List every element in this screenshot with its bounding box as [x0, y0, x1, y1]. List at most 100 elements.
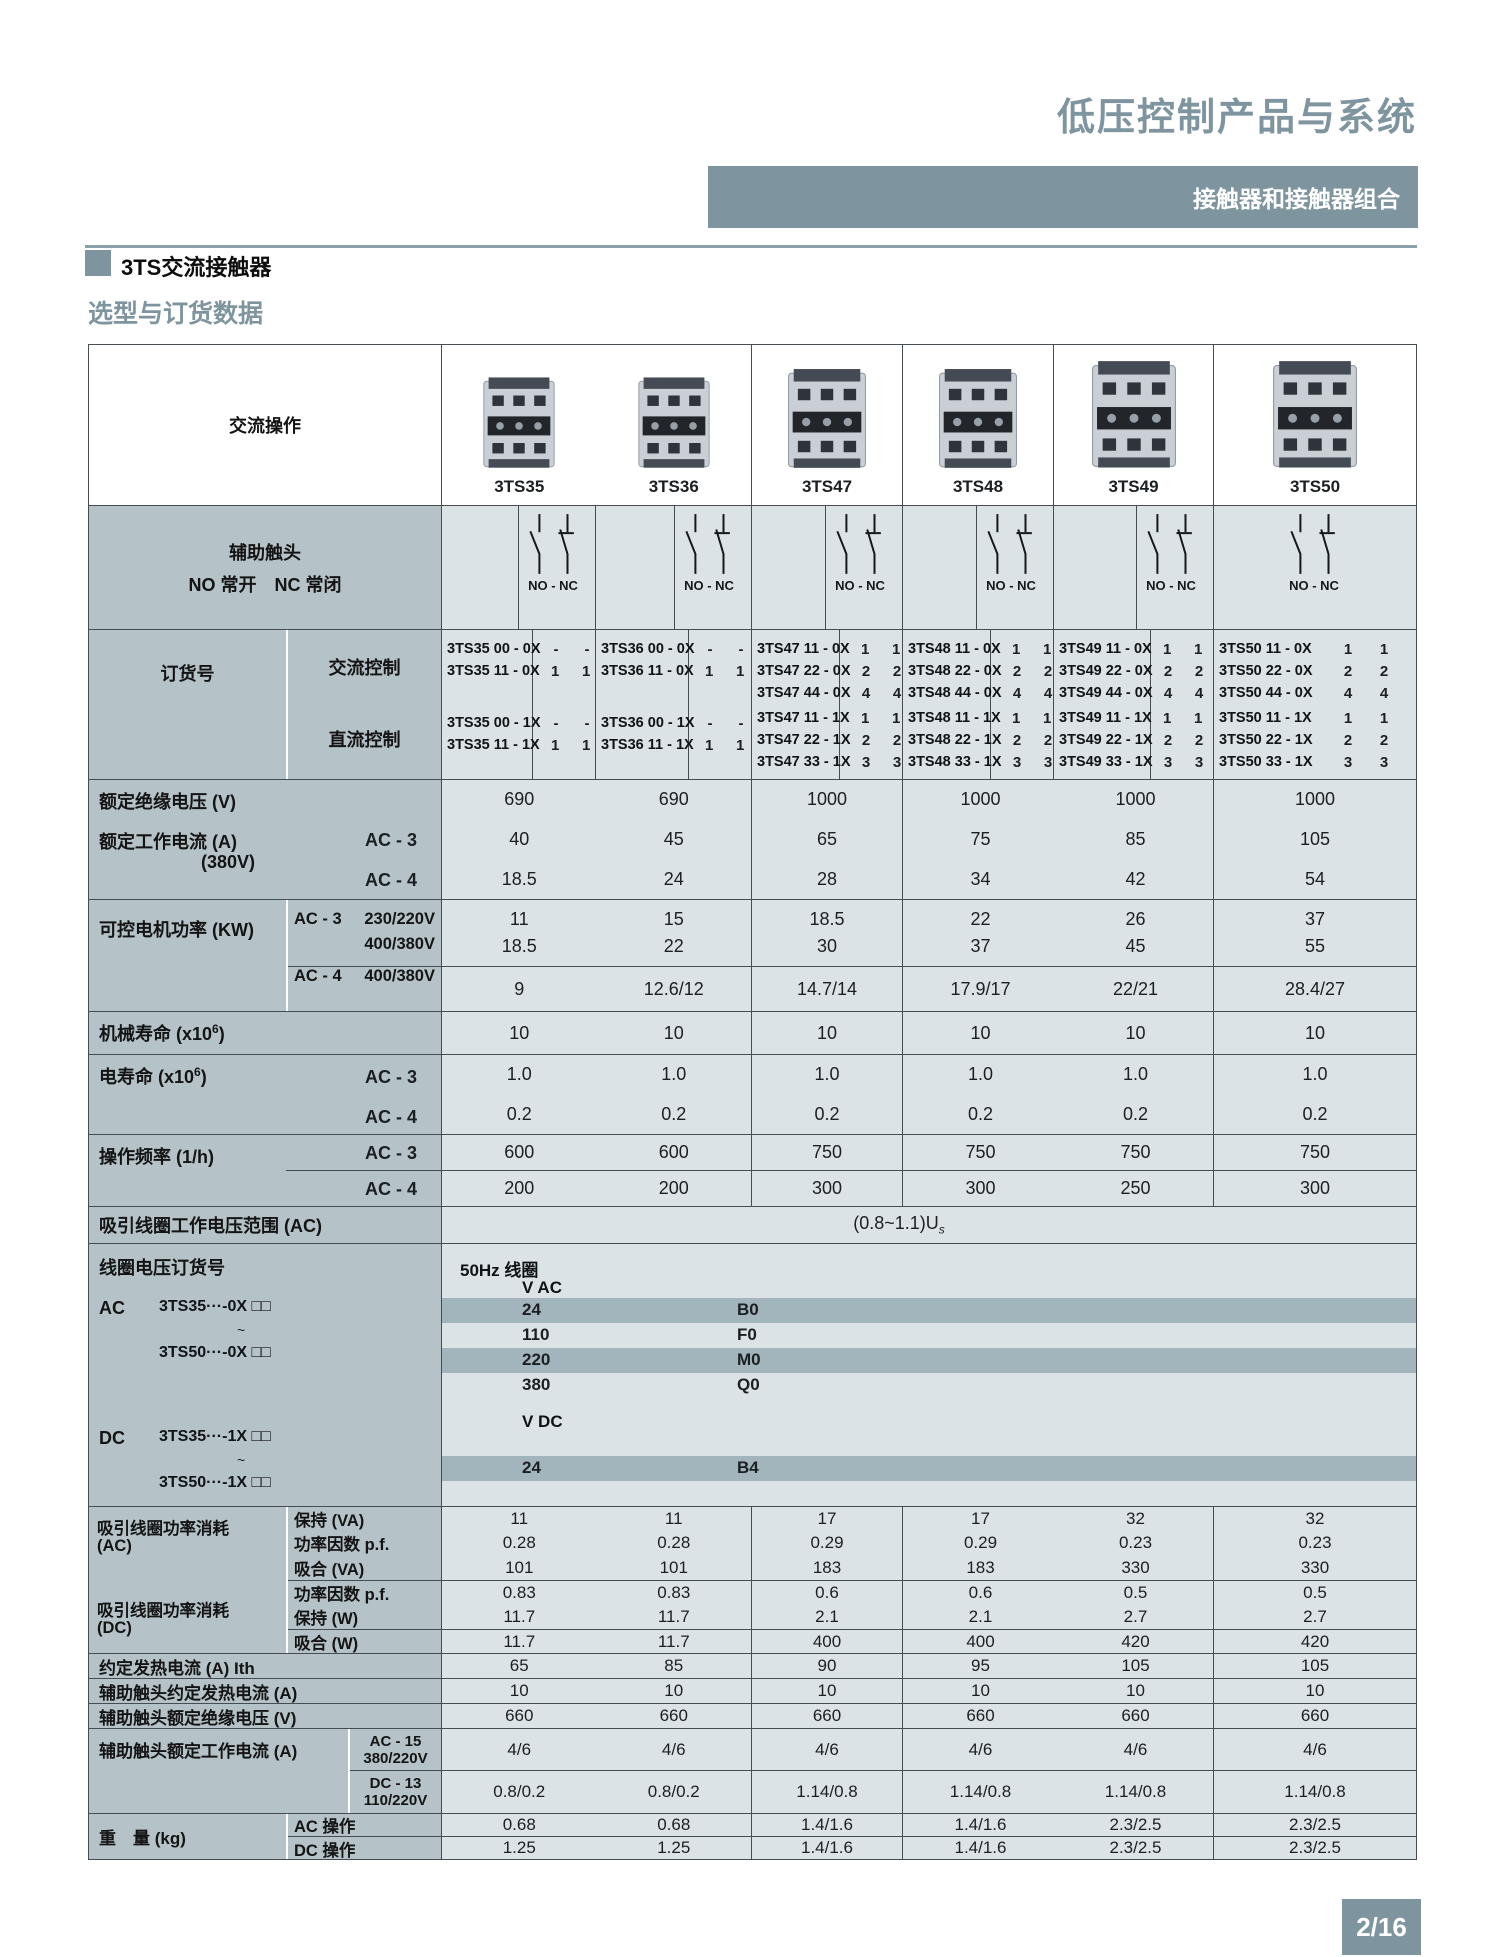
coil-voltage-range-row: 吸引线圈工作电压范围 (AC) (0.8~1.1)Us: [89, 1206, 1416, 1243]
aux-cell-3ts49: NO - NC: [1053, 506, 1213, 629]
nc-count: 1: [1194, 640, 1203, 658]
product-3ts49: 3TS49: [1053, 345, 1213, 505]
insulation-current-block: 额定绝缘电压 (V) 额定工作电流 (A) (380V) AC - 3 AC -…: [89, 779, 1416, 899]
no-count: 3: [861, 753, 871, 771]
value-cell: 101: [505, 1557, 534, 1577]
value-cell: 0.2: [1302, 1103, 1328, 1124]
nc-count: 1: [736, 662, 745, 680]
rated-current-label2: (380V): [201, 852, 256, 872]
value-cell: 101: [659, 1557, 688, 1577]
coil-voltage: 24: [522, 1458, 541, 1477]
value-cell: 10: [509, 1681, 529, 1700]
value-cell: 45: [1125, 936, 1146, 956]
value-cell: 17.9/17: [950, 978, 1011, 999]
value-cell: 24: [663, 868, 684, 889]
no-count: 2: [1163, 662, 1173, 680]
value-cell: 11.7: [657, 1606, 690, 1626]
contactor-image-icon: [939, 369, 1017, 468]
no-nc-caption: NO - NC: [986, 578, 1036, 593]
ac4-label: AC - 4: [294, 967, 342, 985]
no-count: 4: [1163, 684, 1173, 702]
tilde: ~: [237, 1322, 246, 1338]
value-cell: 22/21: [1112, 978, 1159, 999]
value-cell: 0.6: [968, 1582, 993, 1602]
no-count: 1: [861, 640, 870, 658]
value-cell: 600: [658, 1142, 689, 1162]
value-cell: 750: [811, 1142, 843, 1162]
value-cell: 11: [510, 1509, 529, 1528]
value-cell: 300: [965, 1178, 996, 1198]
value-cell: 12.6/12: [643, 978, 704, 999]
value-cell: 1.14/0.8: [752, 1770, 902, 1813]
value-cell: 2.3/2.5: [1109, 1838, 1162, 1857]
page-title: 低压控制产品与系统: [1056, 97, 1417, 139]
value-cell: 1.4/1.6: [752, 1836, 902, 1859]
product-3ts48: 3TS48: [902, 345, 1053, 505]
value-cell: 10: [971, 1681, 990, 1700]
order-code: 3TS48 22 - 0X: [908, 663, 1002, 679]
order-code: 3TS35 11 - 1X: [447, 737, 540, 753]
ac-control-label: 交流控制: [328, 658, 401, 678]
ac3-label: AC - 3: [364, 830, 417, 850]
product-3ts47: 3TS47: [751, 345, 902, 505]
value-cell: 0.6: [752, 1580, 902, 1604]
aux-cell-3ts35: NO - NC: [441, 506, 595, 629]
order-code: 3TS48 11 - 0X: [908, 641, 1001, 657]
coil-range-value: (0.8~1.1)Us: [853, 1213, 945, 1237]
aux-cell-3ts48: NO - NC: [902, 506, 1053, 629]
value-cell: 0.83: [502, 1582, 536, 1602]
coil-power-dc-label2: (DC): [97, 1619, 132, 1637]
order-cell-3ts48: 3TS48 11 - 0X 1 1 3TS48 22 - 0X 2 2 3TS48 44…: [902, 630, 1053, 779]
no-count: 3: [1012, 753, 1022, 771]
value-cell: 400: [966, 1632, 995, 1651]
nc-count: 1: [892, 709, 901, 727]
order-code: 3TS36 11 - 0X: [601, 663, 694, 679]
value-cell: 4/6: [1123, 1739, 1148, 1759]
coil-row-380vac: 380 Q0: [442, 1373, 1416, 1398]
no-count: 2: [861, 731, 871, 749]
value-cell: 1000: [806, 789, 848, 810]
value-cell: 1.0: [967, 1064, 994, 1085]
value-cell: 2.3/2.5: [1109, 1815, 1162, 1834]
value-cell: 11.7: [503, 1632, 536, 1651]
weight-block: 重 量 (kg) AC 操作 DC 操作 0.68 0.68 1.25 1.25 1…: [89, 1813, 1416, 1860]
value-cell: 4/6: [968, 1739, 993, 1759]
value-cell: 10: [1125, 1022, 1146, 1043]
coil-code: B4: [737, 1458, 759, 1477]
value-cell: 1.0: [506, 1064, 532, 1085]
rated-current-label: 额定工作电流 (A): [99, 832, 237, 852]
order-code: 3TS49 11 - 1X: [1059, 710, 1152, 726]
coil-order-label: 线圈电压订货号: [99, 1258, 225, 1278]
value-cell: 18.5: [809, 909, 845, 929]
value-cell: 0.68: [657, 1815, 691, 1834]
order-code: 3TS48 33 - 1X: [908, 754, 1002, 770]
contactor-image-icon: [483, 377, 555, 468]
value-cell: 9: [514, 978, 525, 999]
value-cell: 2.3/2.5: [1289, 1815, 1341, 1834]
value-cell: 2.7: [1303, 1606, 1327, 1626]
no-count: 4: [1343, 684, 1353, 702]
value-cell: 0.8/0.2: [647, 1782, 700, 1801]
value-cell: 1.0: [1122, 1064, 1149, 1085]
order-code: 3TS47 22 - 0X: [757, 663, 851, 679]
order-code: 3TS35 11 - 0X: [447, 663, 540, 679]
value-cell: 420: [1121, 1632, 1150, 1651]
order-code: 3TS50 11 - 1X: [1219, 710, 1312, 726]
value-cell: 10: [664, 1681, 684, 1700]
nc-count: 1: [736, 736, 745, 754]
value-cell: 11: [664, 1509, 683, 1528]
motor-power-block: 可控电机功率 (KW) AC - 3 230/220V 400/380V AC -…: [89, 899, 1416, 1011]
aux-cell-3ts36: NO - NC: [595, 506, 751, 629]
value-cell: 2.7: [1123, 1606, 1148, 1626]
value-cell: 4/6: [661, 1739, 686, 1759]
value-cell: 28.4/27: [1214, 966, 1416, 1011]
nc-count: 4: [1379, 684, 1389, 702]
sup-6: 6: [194, 1065, 201, 1079]
value-cell: 2.1: [815, 1606, 839, 1626]
ac3-label: AC - 3: [294, 910, 342, 928]
value-cell: 690: [504, 789, 535, 810]
value-cell: 0.83: [657, 1582, 691, 1602]
value-cell: 4/6: [815, 1739, 839, 1759]
dc13-label: DC - 13: [369, 1775, 422, 1792]
